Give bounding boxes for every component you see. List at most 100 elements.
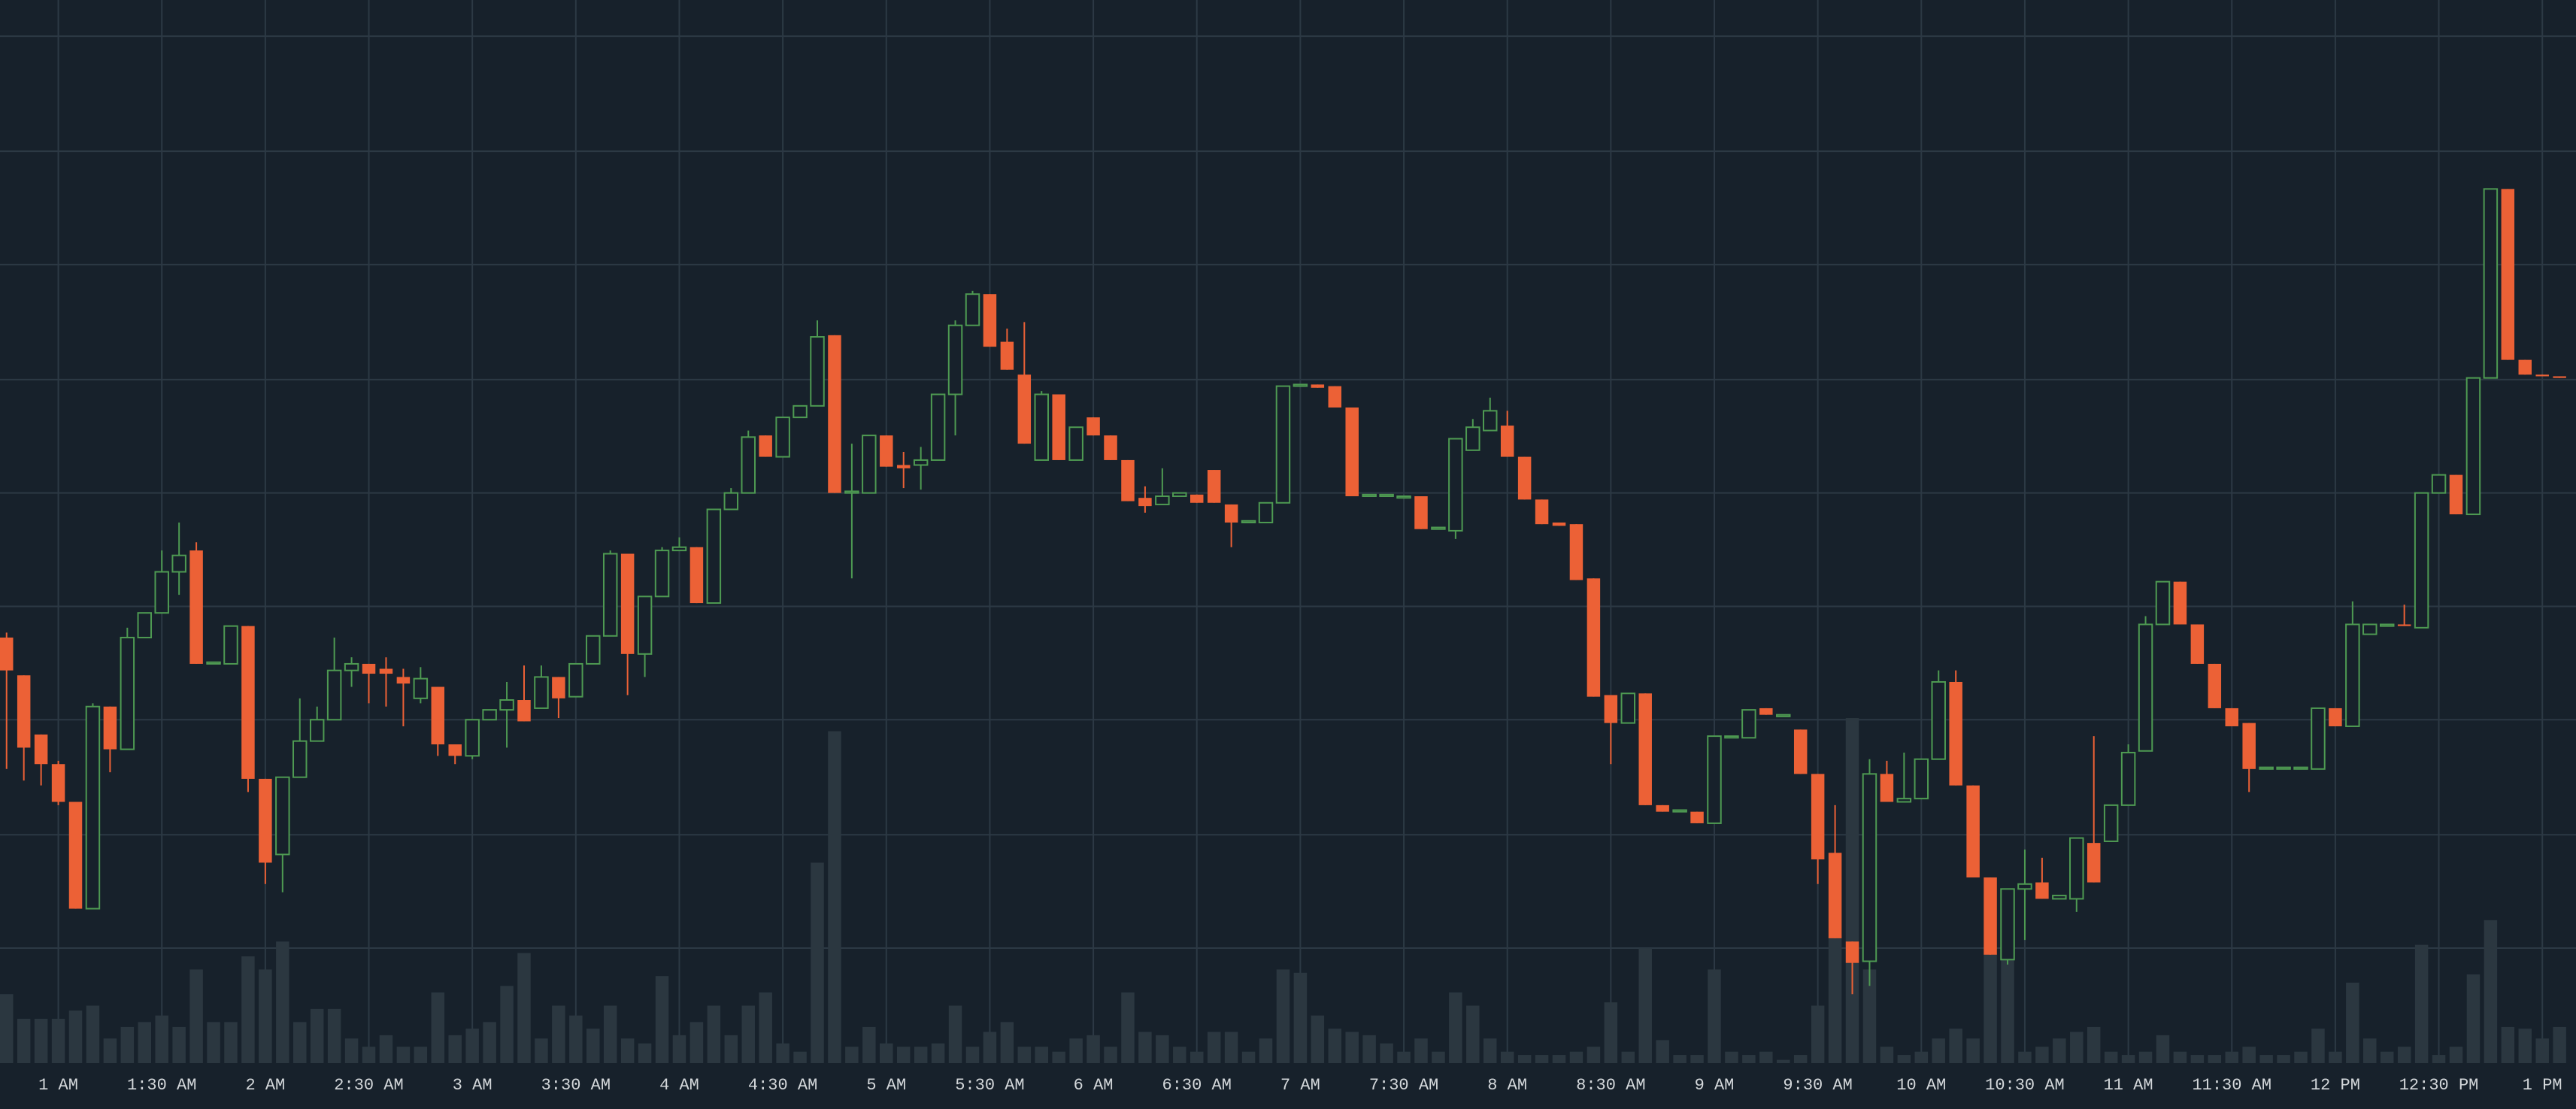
- volume-bar: [293, 1022, 307, 1063]
- x-tick-label: 5:30 AM: [955, 1076, 1024, 1095]
- volume-bar: [759, 992, 772, 1063]
- volume-bar: [793, 1051, 807, 1063]
- volume-bar: [276, 941, 289, 1063]
- volume-bar: [379, 1035, 393, 1063]
- volume-bar: [2397, 1047, 2411, 1063]
- candle-body: [1638, 693, 1652, 805]
- candle-body: [1569, 524, 1583, 580]
- volume-bar: [2173, 1051, 2187, 1063]
- volume-bar: [2380, 1051, 2394, 1063]
- candle-body: [2225, 708, 2238, 726]
- volume-bar: [1604, 1002, 1618, 1063]
- volume-bar: [1828, 936, 1842, 1063]
- volume-bar: [1035, 1047, 1048, 1063]
- volume-bar: [517, 953, 531, 1063]
- candle-body: [362, 663, 376, 674]
- candle-body: [448, 744, 462, 756]
- volume-bar: [880, 1043, 893, 1063]
- volume-bar: [1880, 1047, 1894, 1063]
- volume-bar: [2484, 920, 2498, 1063]
- volume-bar: [896, 1047, 911, 1063]
- candle-body: [1448, 438, 1463, 532]
- volume-bar: [1897, 1055, 1911, 1063]
- volume-bar: [2070, 1032, 2084, 1063]
- candle-body: [1931, 680, 1946, 760]
- candle-body: [1793, 729, 1808, 774]
- candle-body: [654, 550, 670, 598]
- volume-bar: [1984, 953, 1997, 1063]
- candle-body: [309, 719, 325, 742]
- volume-bar: [1432, 1051, 1445, 1063]
- candle-body: [792, 405, 808, 419]
- volume-bar: [483, 1022, 496, 1063]
- volume-bar: [2466, 974, 2481, 1063]
- x-tick-label: 6:30 AM: [1162, 1076, 1232, 1095]
- volume-bar: [2259, 1055, 2273, 1063]
- candle-body: [534, 676, 549, 709]
- volume-bar: [362, 1047, 376, 1063]
- volume-bar: [845, 1047, 859, 1063]
- candle-body: [620, 553, 635, 654]
- candle-body: [913, 459, 929, 466]
- volume-bar: [1966, 1038, 1980, 1063]
- volume-bar: [86, 1005, 100, 1063]
- volume-bar: [2001, 953, 2014, 1063]
- candle-body: [1845, 941, 1859, 963]
- volume-bar: [396, 1047, 411, 1063]
- volume-bar: [2053, 1038, 2066, 1063]
- volume-bar: [103, 1038, 117, 1063]
- volume-bar: [1552, 1055, 1566, 1063]
- volume-bar: [1949, 1029, 1962, 1063]
- volume-bar: [965, 1047, 980, 1063]
- volume-bar: [1121, 992, 1135, 1063]
- x-tick-label: 1 PM: [2523, 1076, 2562, 1095]
- volume-bar: [1173, 1047, 1186, 1063]
- volume-bar: [1345, 1032, 1359, 1063]
- volume-bar: [1517, 1055, 1532, 1063]
- candle-body: [1862, 773, 1877, 962]
- volume-bar: [638, 1043, 652, 1063]
- candle-body: [85, 705, 101, 910]
- volume-bar: [811, 862, 824, 1063]
- candle-body: [2553, 376, 2566, 378]
- candle-body: [896, 465, 911, 468]
- x-tick-label: 7:30 AM: [1369, 1076, 1438, 1095]
- x-tick-label: 7 AM: [1280, 1076, 1320, 1095]
- x-tick-label: 2 AM: [245, 1076, 285, 1095]
- candle-body: [51, 764, 65, 802]
- candle-body: [1379, 493, 1394, 498]
- candle-body: [586, 635, 601, 665]
- volume-bar: [1259, 1038, 1273, 1063]
- volume-bar: [1380, 1043, 1393, 1063]
- candle-body: [1690, 811, 1704, 823]
- candle-body: [1949, 681, 1962, 786]
- candle-body: [862, 435, 877, 494]
- volume-bar: [2277, 1055, 2290, 1063]
- volume-bar: [2311, 1029, 2325, 1063]
- candle-body: [947, 324, 963, 395]
- candle-body: [706, 508, 722, 604]
- x-tick-label: 11 AM: [2104, 1076, 2153, 1095]
- candle-body: [2138, 623, 2153, 752]
- x-tick-label: 9:30 AM: [1783, 1076, 1852, 1095]
- volume-bar: [1449, 992, 1462, 1063]
- x-tick-label: 10:30 AM: [1985, 1076, 2065, 1095]
- volume-bar: [1742, 1055, 1756, 1063]
- volume-bar: [1276, 969, 1290, 1063]
- candle-body: [120, 636, 135, 750]
- candle-body: [965, 293, 980, 326]
- volume-bar: [465, 1029, 479, 1063]
- candle-body: [1293, 383, 1308, 387]
- candle-body: [2155, 580, 2171, 626]
- candle-body: [2293, 766, 2308, 770]
- x-tick-label: 4 AM: [659, 1076, 699, 1095]
- candle-body: [413, 677, 429, 699]
- candle-body: [880, 435, 893, 467]
- candle-body: [741, 436, 756, 494]
- volume-bar: [500, 986, 514, 1063]
- candle-body: [568, 662, 583, 698]
- candle-body: [2069, 837, 2084, 900]
- candle-body: [2242, 723, 2256, 769]
- candle-body: [1068, 426, 1083, 461]
